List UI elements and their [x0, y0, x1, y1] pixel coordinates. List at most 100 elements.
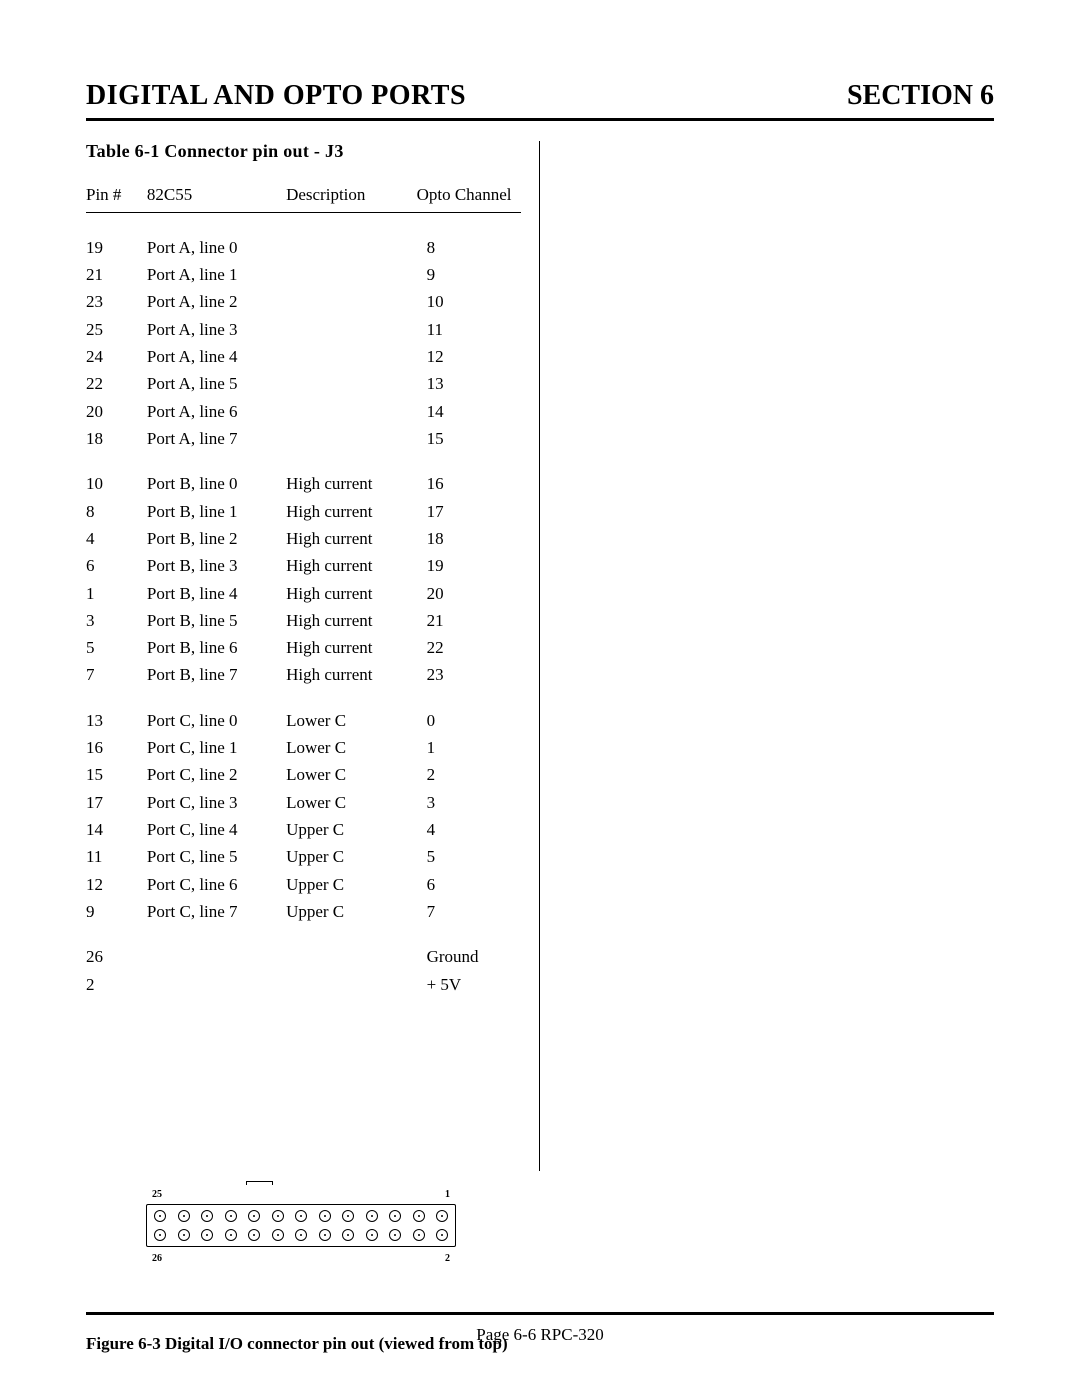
connector-body — [146, 1204, 456, 1247]
cell-desc: Lower C — [286, 735, 417, 762]
cell-desc: High current — [286, 662, 417, 689]
table-row: 5Port B, line 6High current22 — [86, 635, 521, 662]
table-row: 6Port B, line 3High current19 — [86, 553, 521, 580]
table-row: 26Ground — [86, 944, 521, 971]
cell-port: Port A, line 5 — [147, 371, 286, 398]
cell-pin: 6 — [86, 553, 147, 580]
cell-pin: 20 — [86, 398, 147, 425]
table-row: 13Port C, line 0Lower C0 — [86, 708, 521, 735]
page-header: DIGITAL AND OPTO PORTS SECTION 6 — [86, 80, 994, 121]
col-pin: Pin # — [86, 184, 147, 213]
cell-opto: 4 — [417, 817, 521, 844]
table-row: 16Port C, line 1Lower C1 — [86, 735, 521, 762]
connector-pin — [389, 1229, 401, 1241]
connector-pin — [154, 1229, 166, 1241]
cell-port: Port B, line 5 — [147, 608, 286, 635]
cell-opto: 23 — [417, 662, 521, 689]
connector-pin — [272, 1210, 284, 1222]
cell-opto: 0 — [417, 708, 521, 735]
table-row: 23Port A, line 210 — [86, 289, 521, 316]
cell-pin: 26 — [86, 944, 147, 971]
cell-port: Port A, line 4 — [147, 344, 286, 371]
pinout-table: Pin # 82C55 Description Opto Channel 19P… — [86, 184, 521, 999]
cell-port: Port B, line 1 — [147, 498, 286, 525]
cell-desc — [286, 371, 417, 398]
cell-port: Port C, line 5 — [147, 844, 286, 871]
left-column: Table 6-1 Connector pin out - J3 Pin # 8… — [86, 141, 540, 1171]
table-row: 19Port A, line 08 — [86, 235, 521, 262]
cell-port: Port C, line 4 — [147, 817, 286, 844]
table-row: 14Port C, line 4Upper C4 — [86, 817, 521, 844]
cell-port: Port A, line 7 — [147, 426, 286, 453]
connector-pin — [201, 1210, 213, 1222]
table-row: 20Port A, line 614 — [86, 398, 521, 425]
cell-pin: 17 — [86, 790, 147, 817]
cell-port: Port A, line 1 — [147, 262, 286, 289]
cell-pin: 3 — [86, 608, 147, 635]
table-row: 11Port C, line 5Upper C5 — [86, 844, 521, 871]
cell-opto: 21 — [417, 608, 521, 635]
cell-desc: Upper C — [286, 899, 417, 926]
connector-row-even — [154, 1229, 448, 1241]
cell-pin: 21 — [86, 262, 147, 289]
cell-pin: 15 — [86, 762, 147, 789]
cell-desc: Upper C — [286, 844, 417, 871]
cell-pin: 12 — [86, 871, 147, 898]
cell-desc — [286, 944, 417, 971]
col-opto: Opto Channel — [417, 184, 521, 213]
connector-pin — [319, 1210, 331, 1222]
connector-pin — [389, 1210, 401, 1222]
cell-pin: 2 — [86, 971, 147, 998]
cell-port: Port C, line 7 — [147, 899, 286, 926]
table-row: 12Port C, line 6Upper C6 — [86, 871, 521, 898]
cell-opto: 7 — [417, 899, 521, 926]
connector-pin — [413, 1229, 425, 1241]
connector-pin — [295, 1229, 307, 1241]
connector-pin — [248, 1229, 260, 1241]
cell-port — [147, 971, 286, 998]
connector-pin — [366, 1210, 378, 1222]
connector-pin — [413, 1210, 425, 1222]
connector-pin — [272, 1229, 284, 1241]
cell-opto: + 5V — [417, 971, 521, 998]
cell-opto: 14 — [417, 398, 521, 425]
cell-opto: 11 — [417, 317, 521, 344]
table-row: 8Port B, line 1High current17 — [86, 498, 521, 525]
cell-port: Port A, line 3 — [147, 317, 286, 344]
cell-desc: Lower C — [286, 708, 417, 735]
cell-desc: Lower C — [286, 762, 417, 789]
cell-opto: 6 — [417, 871, 521, 898]
cell-opto: 19 — [417, 553, 521, 580]
cell-opto: 18 — [417, 526, 521, 553]
cell-pin: 25 — [86, 317, 147, 344]
cell-opto: 9 — [417, 262, 521, 289]
cell-desc: High current — [286, 471, 417, 498]
cell-pin: 9 — [86, 899, 147, 926]
connector-pin — [342, 1210, 354, 1222]
col-opto-label: Opto Channel — [417, 184, 512, 206]
connector-pin — [248, 1210, 260, 1222]
cell-opto: 5 — [417, 844, 521, 871]
cell-pin: 4 — [86, 526, 147, 553]
pin-label-25: 25 — [152, 1189, 162, 1200]
table-row: 18Port A, line 715 — [86, 426, 521, 453]
cell-pin: 10 — [86, 471, 147, 498]
cell-opto: 17 — [417, 498, 521, 525]
cell-pin: 22 — [86, 371, 147, 398]
cell-port: Port C, line 2 — [147, 762, 286, 789]
cell-pin: 16 — [86, 735, 147, 762]
cell-desc: High current — [286, 498, 417, 525]
cell-opto: 1 — [417, 735, 521, 762]
table-header-row: Pin # 82C55 Description Opto Channel — [86, 184, 521, 213]
cell-opto: 10 — [417, 289, 521, 316]
header-title-right: SECTION 6 — [847, 80, 994, 112]
page-footer: Page 6-6 RPC-320 — [86, 1312, 994, 1345]
connector-pin — [319, 1229, 331, 1241]
table-caption: Table 6-1 Connector pin out - J3 — [86, 141, 521, 162]
cell-port: Port B, line 4 — [147, 580, 286, 607]
connector-pin — [366, 1229, 378, 1241]
cell-port: Port C, line 1 — [147, 735, 286, 762]
table-row: 4Port B, line 2High current18 — [86, 526, 521, 553]
connector-pin — [436, 1210, 448, 1222]
cell-port: Port B, line 7 — [147, 662, 286, 689]
